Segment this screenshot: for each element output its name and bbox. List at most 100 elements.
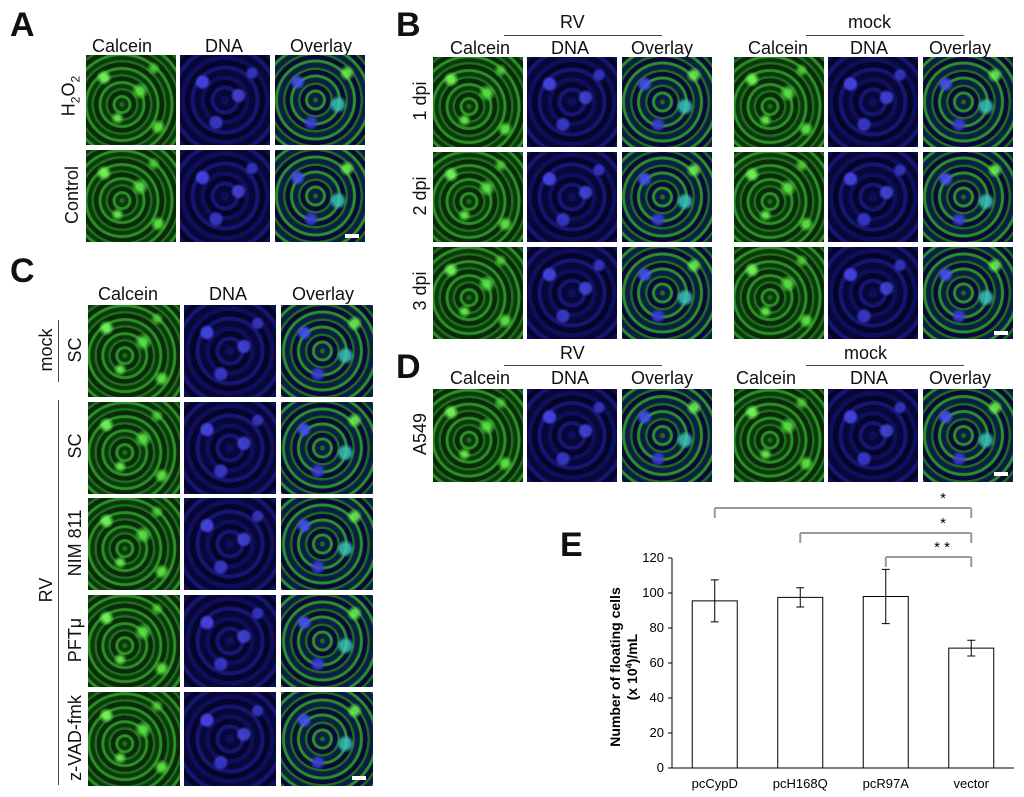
y-tick-label: 40	[650, 690, 664, 705]
x-tick-label-pcH168Q: pcH168Q	[773, 776, 828, 791]
panel-d-rv-calcein-image	[433, 389, 523, 482]
panel-b-group-rv: RV	[560, 12, 585, 32]
panel-c-rv-pftu-overlay-image	[281, 595, 373, 687]
x-tick-label-pcR97A: pcR97A	[863, 776, 910, 791]
panel-a-scale-bar	[345, 234, 359, 238]
panel-b-rv-1dpi-calcein-image	[433, 57, 523, 147]
panel-b-mock-1dpi-dna-image	[828, 57, 918, 147]
panel-label-a: A	[10, 6, 35, 44]
significance-bracket-pcH168Q	[799, 532, 973, 543]
panel-a-control-calcein-image	[86, 150, 176, 242]
panel-d-mock-overlay-image	[923, 389, 1013, 482]
panel-b-mock-3dpi-overlay-image	[923, 247, 1013, 339]
panel-c-rv-nim811-calcein-image	[88, 498, 180, 590]
y-axis-label: Number of floating cells	[607, 587, 623, 747]
panel-b-mock-col-overlay: Overlay	[929, 38, 992, 58]
panel-b-mock-2dpi-dna-image	[828, 152, 918, 242]
panel-d-rv-dna-image	[527, 389, 617, 482]
significance-label-pcR97A: * *	[934, 539, 950, 556]
panel-label-c: C	[10, 252, 35, 290]
panel-a-h2o2-calcein-image	[86, 55, 176, 145]
panel-b-mock-3dpi-dna-image	[828, 247, 918, 339]
panel-d-group-rv-line	[504, 365, 662, 366]
panel-c-rv-nim811-overlay-image	[281, 498, 373, 590]
panel-a-control-overlay-image	[275, 150, 365, 242]
y-tick-label: 100	[642, 585, 664, 600]
panel-b-rv-3dpi-dna-image	[527, 247, 617, 339]
panel-a-control-dna-image	[180, 150, 270, 242]
panel-c-rv-pftu-calcein-image	[88, 595, 180, 687]
panel-c-mock-sc-overlay-image	[281, 305, 373, 397]
panel-a-col-calcein: Calcein	[92, 36, 153, 56]
significance-label-pcH168Q: *	[940, 515, 946, 532]
y-tick-label: 80	[650, 620, 664, 635]
panel-a-col-overlay: Overlay	[290, 36, 353, 56]
panel-d-scale-bar	[994, 472, 1008, 476]
panel-d-group-mock: mock	[844, 343, 888, 363]
panel-c-rv-zvad-calcein-image	[88, 692, 180, 786]
panel-b-mock-col-dna: DNA	[850, 38, 889, 58]
panel-c-group-mock-line	[58, 320, 59, 382]
panel-c-rv-sc-overlay-image	[281, 402, 373, 494]
panel-b-scale-bar	[994, 331, 1008, 335]
y-tick-label: 0	[657, 760, 664, 775]
x-tick-label-vector: vector	[954, 776, 990, 791]
panel-c-scale-bar	[352, 776, 366, 780]
panel-b-rv-2dpi-calcein-image	[433, 152, 523, 242]
panel-b-rv-col-dna: DNA	[551, 38, 590, 58]
panel-b-group-mock-line	[806, 35, 964, 36]
y-tick-label: 120	[642, 550, 664, 565]
panel-b-group-rv-line	[504, 35, 662, 36]
panel-d-rv-col-dna: DNA	[551, 368, 590, 388]
panel-b-rv-3dpi-calcein-image	[433, 247, 523, 339]
panel-b-mock-2dpi-overlay-image	[923, 152, 1013, 242]
panel-b-rv-1dpi-dna-image	[527, 57, 617, 147]
panel-b-mock-3dpi-calcein-image	[734, 247, 824, 339]
panel-b-rv-col-overlay: Overlay	[631, 38, 694, 58]
panel-d-rv-col-overlay: Overlay	[631, 368, 694, 388]
panel-b-mock-col-calcein: Calcein	[748, 38, 809, 58]
panel-c-rv-zvad-dna-image	[184, 692, 276, 786]
panel-a-h2o2-dna-image	[180, 55, 270, 145]
panel-a-col-dna: DNA	[205, 36, 244, 56]
panel-b-mock-1dpi-overlay-image	[923, 57, 1013, 147]
panel-b-group-mock: mock	[848, 12, 892, 32]
panel-d-mock-dna-image	[828, 389, 918, 482]
panel-d-mock-col-dna: DNA	[850, 368, 889, 388]
bar-pcR97A	[862, 596, 909, 769]
panel-c-col-overlay: Overlay	[292, 284, 355, 304]
panel-d-mock-calcein-image	[734, 389, 824, 482]
panel-b-rv-3dpi-overlay-image	[622, 247, 712, 339]
panel-c-col-dna: DNA	[209, 284, 248, 304]
panel-c-rv-zvad-overlay-image	[281, 692, 373, 786]
bar-pcCypD	[691, 600, 738, 769]
y-tick-label: 60	[650, 655, 664, 670]
panel-c-rv-nim811-dna-image	[184, 498, 276, 590]
panel-d-group-rv: RV	[560, 343, 585, 363]
panel-c-rv-sc-calcein-image	[88, 402, 180, 494]
panel-d-rv-col-calcein: Calcein	[450, 368, 511, 388]
panel-b-mock-2dpi-calcein-image	[734, 152, 824, 242]
panel-b-rv-1dpi-overlay-image	[622, 57, 712, 147]
panel-c-mock-sc-calcein-image	[88, 305, 180, 397]
panel-c-rv-sc-dna-image	[184, 402, 276, 494]
significance-bracket-pcCypD	[713, 507, 973, 518]
panel-a-h2o2-overlay-image	[275, 55, 365, 145]
panel-label-e: E	[560, 526, 583, 564]
panel-d-mock-col-calcein: Calcein	[736, 368, 797, 388]
x-tick-label-pcCypD: pcCypD	[692, 776, 738, 791]
panel-label-d: D	[396, 348, 421, 386]
panel-c-rv-pftu-dna-image	[184, 595, 276, 687]
panel-d-rv-overlay-image	[622, 389, 712, 482]
panel-d-group-mock-line	[806, 365, 964, 366]
bar-vector	[948, 647, 995, 769]
panel-b-rv-2dpi-overlay-image	[622, 152, 712, 242]
panel-b-mock-1dpi-calcein-image	[734, 57, 824, 147]
y-tick-label: 20	[650, 725, 664, 740]
panel-c-mock-sc-dna-image	[184, 305, 276, 397]
significance-label-pcCypD: *	[940, 490, 946, 507]
panel-d-mock-col-overlay: Overlay	[929, 368, 992, 388]
y-axis-label-units: (x 104)/mL	[624, 633, 640, 700]
bar-pcH168Q	[777, 596, 824, 769]
